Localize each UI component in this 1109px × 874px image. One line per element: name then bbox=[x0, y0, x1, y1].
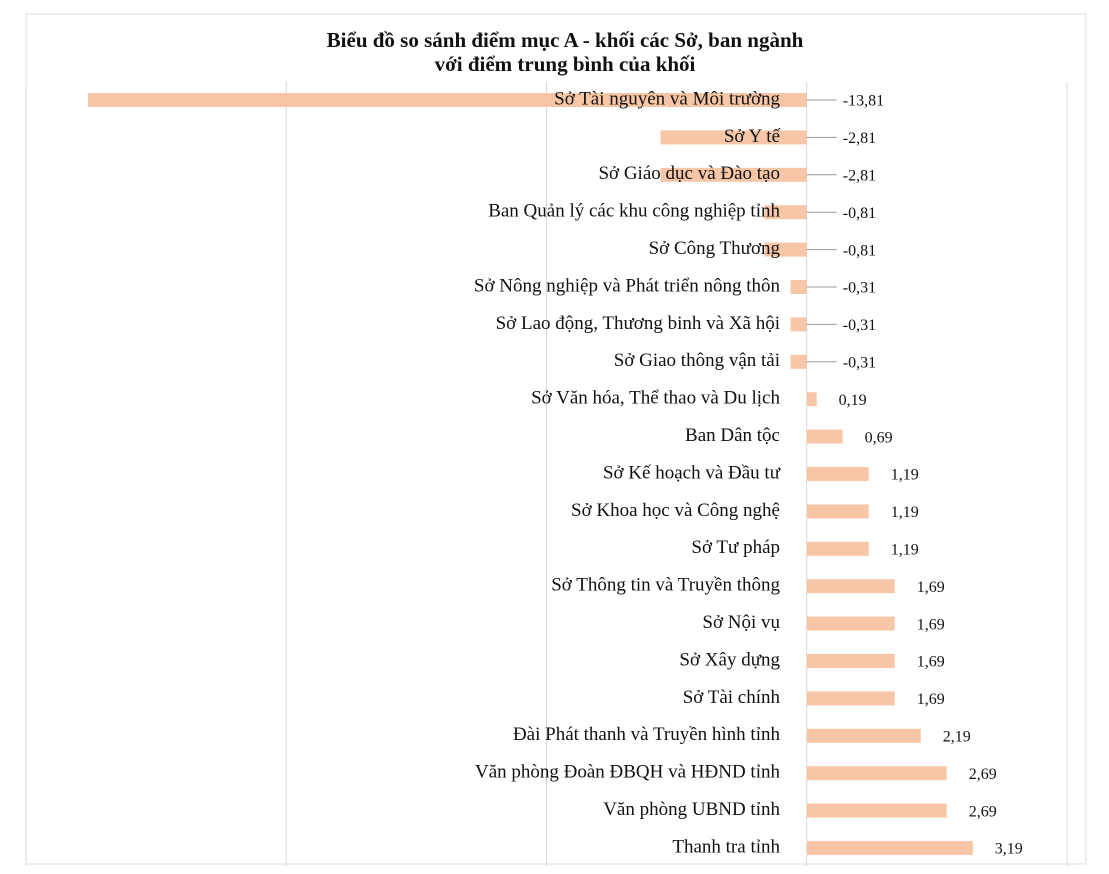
bar bbox=[806, 766, 947, 781]
bar bbox=[806, 803, 947, 818]
bar bbox=[806, 616, 895, 631]
category-label: Sở Giao thông vận tải bbox=[614, 350, 780, 371]
category-label: Sở Y tế bbox=[724, 126, 781, 147]
category-label: Sở Kế hoạch và Đầu tư bbox=[603, 462, 781, 483]
bar bbox=[806, 541, 869, 556]
data-label: -0,81 bbox=[843, 242, 876, 259]
category-label: Thanh tra tỉnh bbox=[672, 836, 780, 857]
category-label: Sở Văn hóa, Thể thao và Du lịch bbox=[531, 388, 780, 409]
data-label: -0,31 bbox=[843, 280, 876, 297]
category-label: Sở Xây dựng bbox=[679, 649, 780, 670]
data-label: 1,69 bbox=[917, 579, 945, 596]
bar bbox=[806, 579, 895, 594]
data-label: 1,19 bbox=[891, 467, 919, 484]
bar bbox=[660, 130, 807, 145]
bar bbox=[806, 429, 843, 444]
data-label: 1,69 bbox=[917, 691, 945, 708]
data-label: 0,69 bbox=[865, 429, 893, 446]
bar bbox=[806, 467, 869, 481]
bar bbox=[806, 841, 973, 855]
category-label: Sở Nông nghiệp và Phát triển nông thôn bbox=[474, 275, 781, 296]
category-label: Sở Công Thương bbox=[649, 238, 781, 259]
data-label: -2,81 bbox=[843, 130, 876, 147]
bar bbox=[790, 280, 807, 294]
category-label: Ban Quản lý các khu công nghiệp tỉnh bbox=[488, 201, 780, 222]
category-label: Đài Phát thanh và Truyền hình tỉnh bbox=[513, 724, 781, 745]
category-label: Sở Nội vụ bbox=[702, 612, 780, 633]
bar bbox=[806, 728, 921, 743]
chart-title: với điểm trung bình của khối bbox=[435, 52, 696, 76]
category-label: Ban Dân tộc bbox=[685, 425, 780, 446]
data-label: 1,69 bbox=[917, 654, 945, 671]
category-label: Sở Tài chính bbox=[683, 687, 781, 708]
bar bbox=[806, 504, 869, 519]
data-label: 1,19 bbox=[891, 541, 919, 558]
category-label: Văn phòng UBND tỉnh bbox=[603, 799, 780, 820]
data-label: -0,31 bbox=[843, 354, 876, 371]
data-label: -13,81 bbox=[843, 93, 884, 110]
category-label: Sở Thông tin và Truyền thông bbox=[551, 575, 780, 596]
bar bbox=[764, 205, 807, 220]
data-label: 0,19 bbox=[839, 392, 867, 409]
bar bbox=[87, 93, 807, 107]
data-label: 2,19 bbox=[943, 728, 971, 745]
bar bbox=[806, 654, 895, 668]
chart-title: Biểu đồ so sánh điểm mục A - khối các Sở… bbox=[327, 28, 804, 52]
bar bbox=[660, 167, 807, 182]
data-label: -0,81 bbox=[843, 205, 876, 222]
data-label: 1,69 bbox=[917, 616, 945, 633]
category-label: Văn phòng Đoàn ĐBQH và HĐND tỉnh bbox=[475, 762, 781, 783]
bar bbox=[806, 392, 817, 407]
data-label: 3,19 bbox=[995, 841, 1023, 858]
bar bbox=[790, 317, 807, 332]
data-label: 1,19 bbox=[891, 504, 919, 521]
bar bbox=[790, 354, 807, 369]
category-label: Sở Khoa học và Công nghệ bbox=[571, 500, 780, 521]
category-label: Sở Giáo dục và Đào tạo bbox=[598, 163, 780, 184]
bar bbox=[764, 242, 807, 257]
data-label: -2,81 bbox=[843, 167, 876, 184]
category-label: Sở Tư pháp bbox=[691, 537, 780, 558]
data-label: -0,31 bbox=[843, 317, 876, 334]
category-label: Sở Lao động, Thương binh và Xã hội bbox=[496, 313, 780, 334]
category-label: Sở Tài nguyên và Môi trường bbox=[554, 88, 780, 109]
data-label: 2,69 bbox=[969, 766, 997, 783]
bar bbox=[806, 691, 895, 706]
data-label: 2,69 bbox=[969, 803, 997, 820]
